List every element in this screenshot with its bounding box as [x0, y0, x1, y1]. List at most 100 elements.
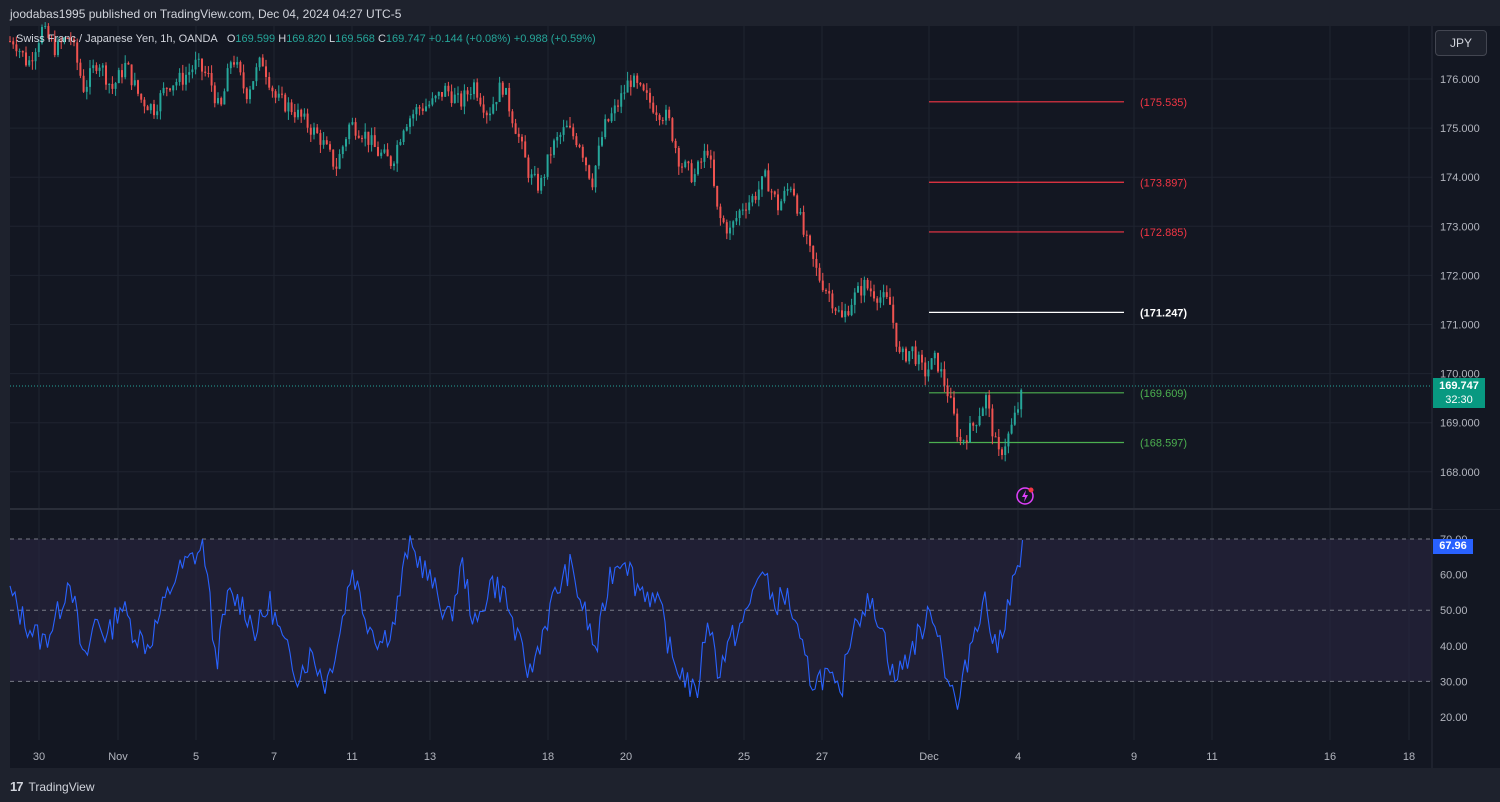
candle-body	[194, 59, 197, 70]
rsi-series[interactable]	[9, 535, 1024, 710]
candle-body	[489, 113, 491, 116]
candle-body	[642, 84, 645, 91]
time-axis-bg	[10, 740, 1500, 768]
time-axis[interactable]: 30 Nov 5 7 11 13 18 20 25 27 Dec 4 9 11 16 18	[10, 26, 1500, 768]
level-label: (171.247)	[1140, 307, 1187, 319]
candle-body	[82, 75, 85, 92]
candle-body	[492, 104, 495, 114]
candle-body	[770, 191, 773, 193]
candle-body	[748, 202, 751, 211]
candle-body	[511, 111, 514, 124]
candle-body	[629, 80, 632, 87]
candle-body	[290, 102, 293, 113]
currency-button[interactable]: JPY	[1435, 30, 1487, 56]
rsi-tick-label: 50.00	[1440, 605, 1468, 617]
candle-body	[850, 304, 853, 316]
time-tick-label: 5	[193, 751, 199, 763]
candle-body	[946, 385, 949, 397]
candle-body	[847, 311, 850, 316]
time-tick-label: 4	[1015, 751, 1021, 763]
symbol-name: Swiss Franc / Japanese Yen, 1h, OANDA	[16, 33, 218, 45]
candle-body	[626, 80, 629, 93]
candle-body	[441, 91, 443, 97]
candle-body	[453, 94, 456, 104]
candle-body	[44, 26, 47, 28]
lightning-alert-icon[interactable]	[1016, 487, 1034, 505]
candle-body	[658, 115, 661, 120]
rsi-tick-label: 20.00	[1440, 712, 1468, 724]
candle-body	[21, 51, 24, 53]
candle-body	[636, 75, 639, 83]
current-price-tag: 169.747 32:30	[1433, 378, 1485, 408]
candle-body	[325, 140, 328, 145]
candle-body	[764, 170, 767, 177]
time-tick-label: 20	[620, 751, 632, 763]
candle-body	[677, 148, 680, 167]
candle-body	[127, 62, 130, 65]
candle-body	[722, 218, 725, 223]
candle-body	[959, 436, 962, 442]
candle-body	[505, 87, 507, 95]
candle-body	[914, 346, 917, 365]
chart-canvas[interactable]: (175.535) (173.897) (172.885) (171.247) (169…	[0, 0, 1500, 770]
candle-body	[95, 65, 98, 71]
candle-body	[357, 135, 360, 138]
candle-body	[604, 119, 607, 138]
rsi-line[interactable]	[9, 535, 1024, 710]
candle-body	[978, 416, 981, 426]
candle-body	[540, 177, 543, 191]
time-tick-label: 30	[33, 751, 45, 763]
candle-body	[66, 38, 69, 40]
candle-body	[421, 108, 424, 111]
candle-body	[652, 102, 655, 113]
candle-body	[210, 73, 213, 86]
level-label: (173.897)	[1140, 177, 1187, 189]
candle-body	[137, 80, 139, 94]
candle-body	[399, 142, 402, 145]
candle-body	[530, 174, 533, 178]
candlestick-series[interactable]	[9, 22, 1023, 462]
candle-body	[997, 437, 1000, 450]
candle-body	[389, 156, 392, 167]
candle-body	[575, 136, 578, 146]
candle-body	[681, 166, 683, 168]
tradingview-logo-icon: 17	[10, 779, 24, 794]
price-axis[interactable]: 176.000 175.000 174.000 173.000 172.000 171.0…	[1432, 26, 1500, 509]
candle-body	[684, 161, 687, 168]
candle-body	[962, 440, 965, 442]
candle-body	[521, 136, 523, 142]
candle-body	[661, 119, 664, 121]
time-tick-label: 25	[738, 751, 750, 763]
change-value-2: +0.988 (+0.59%)	[513, 33, 596, 45]
candle-body	[655, 112, 658, 116]
candle-body	[783, 190, 786, 202]
candle-body	[217, 98, 219, 104]
candle-body	[146, 106, 149, 111]
candle-body	[370, 135, 373, 145]
symbol-legend[interactable]: Swiss Franc / Japanese Yen, 1h, OANDA O1…	[16, 33, 596, 45]
candle-body	[377, 146, 379, 156]
time-tick-label: 18	[1403, 751, 1415, 763]
time-tick-label: 11	[1206, 751, 1217, 763]
level-label: (172.885)	[1140, 227, 1187, 239]
candle-body	[108, 83, 111, 85]
candle-body	[201, 58, 203, 72]
price-tick-label: 172.000	[1440, 270, 1480, 282]
candle-body	[882, 292, 885, 298]
candle-body	[252, 81, 255, 90]
candle-body	[911, 346, 914, 352]
candle-body	[671, 118, 674, 141]
candle-body	[706, 150, 709, 156]
candle-body	[415, 107, 418, 115]
candle-body	[777, 194, 779, 211]
candle-body	[185, 74, 187, 85]
candle-body	[613, 105, 616, 114]
candle-body	[885, 292, 888, 297]
candle-body	[175, 82, 178, 86]
candle-body	[444, 85, 447, 97]
candle-body	[293, 112, 296, 118]
current-price-value: 169.747	[1439, 380, 1479, 392]
candle-body	[165, 87, 168, 89]
tradingview-logo[interactable]: 17 TradingView	[10, 779, 95, 794]
candle-body	[188, 72, 191, 75]
